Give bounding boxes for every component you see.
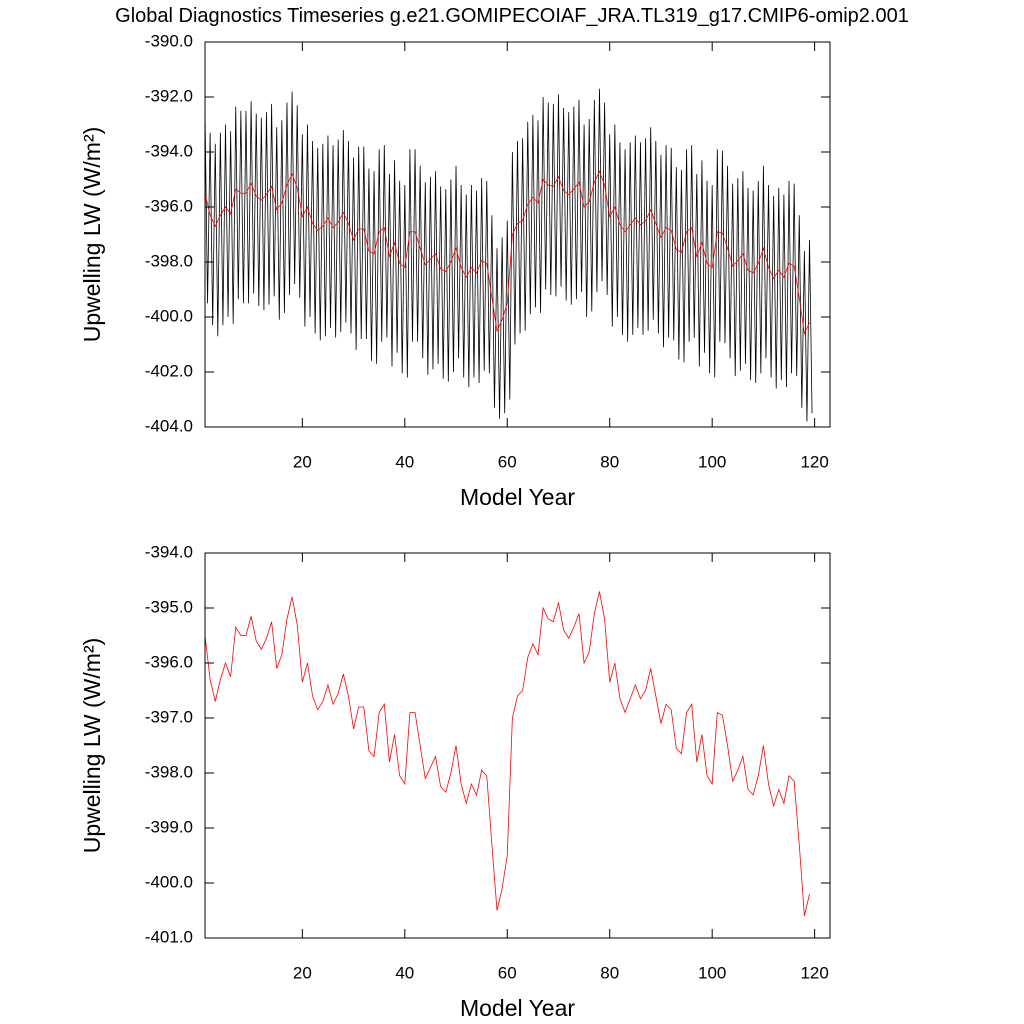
y-tick-label: -401.0	[145, 927, 193, 946]
y-tick-label: -392.0	[145, 86, 193, 105]
x-tick-label: 80	[600, 452, 619, 471]
x-axis-label: Model Year	[460, 995, 575, 1021]
x-tick-label: 100	[698, 963, 726, 982]
x-tick-label: 40	[395, 963, 414, 982]
y-tick-label: -394.0	[145, 141, 193, 160]
plot-area	[205, 591, 810, 917]
plot-area	[205, 88, 813, 422]
x-tick-label: 60	[498, 963, 517, 982]
x-tick-label: 120	[800, 963, 828, 982]
x-tick-label: 20	[293, 452, 312, 471]
y-tick-label: -400.0	[145, 872, 193, 891]
y-tick-label: -404.0	[145, 416, 193, 435]
x-tick-label: 80	[600, 963, 619, 982]
y-tick-label: -397.0	[145, 707, 193, 726]
plot-frame	[204, 41, 831, 428]
y-tick-label: -400.0	[145, 306, 193, 325]
x-tick-label: 40	[395, 452, 414, 471]
x-axis-label: Model Year	[460, 484, 575, 510]
x-tick-label: 60	[498, 452, 517, 471]
y-tick-label: -398.0	[145, 251, 193, 270]
y-tick-label: -396.0	[145, 196, 193, 215]
y-axis-label: Upwelling LW (W/m²)	[79, 638, 105, 854]
data-line	[205, 88, 813, 422]
y-tick-label: -394.0	[145, 542, 193, 561]
y-tick-label: -395.0	[145, 597, 193, 616]
data-line	[205, 170, 810, 335]
y-tick-label: -390.0	[145, 31, 193, 50]
y-tick-label: -396.0	[145, 652, 193, 671]
x-tick-label: 100	[698, 452, 726, 471]
chart-title: Global Diagnostics Timeseries g.e21.GOMI…	[115, 5, 909, 27]
y-tick-label: -398.0	[145, 762, 193, 781]
data-line	[205, 591, 810, 917]
y-tick-label: -399.0	[145, 817, 193, 836]
x-tick-label: 20	[293, 963, 312, 982]
y-tick-label: -402.0	[145, 361, 193, 380]
x-tick-label: 120	[800, 452, 828, 471]
y-axis-label: Upwelling LW (W/m²)	[79, 127, 105, 343]
plot-frame	[204, 552, 831, 939]
